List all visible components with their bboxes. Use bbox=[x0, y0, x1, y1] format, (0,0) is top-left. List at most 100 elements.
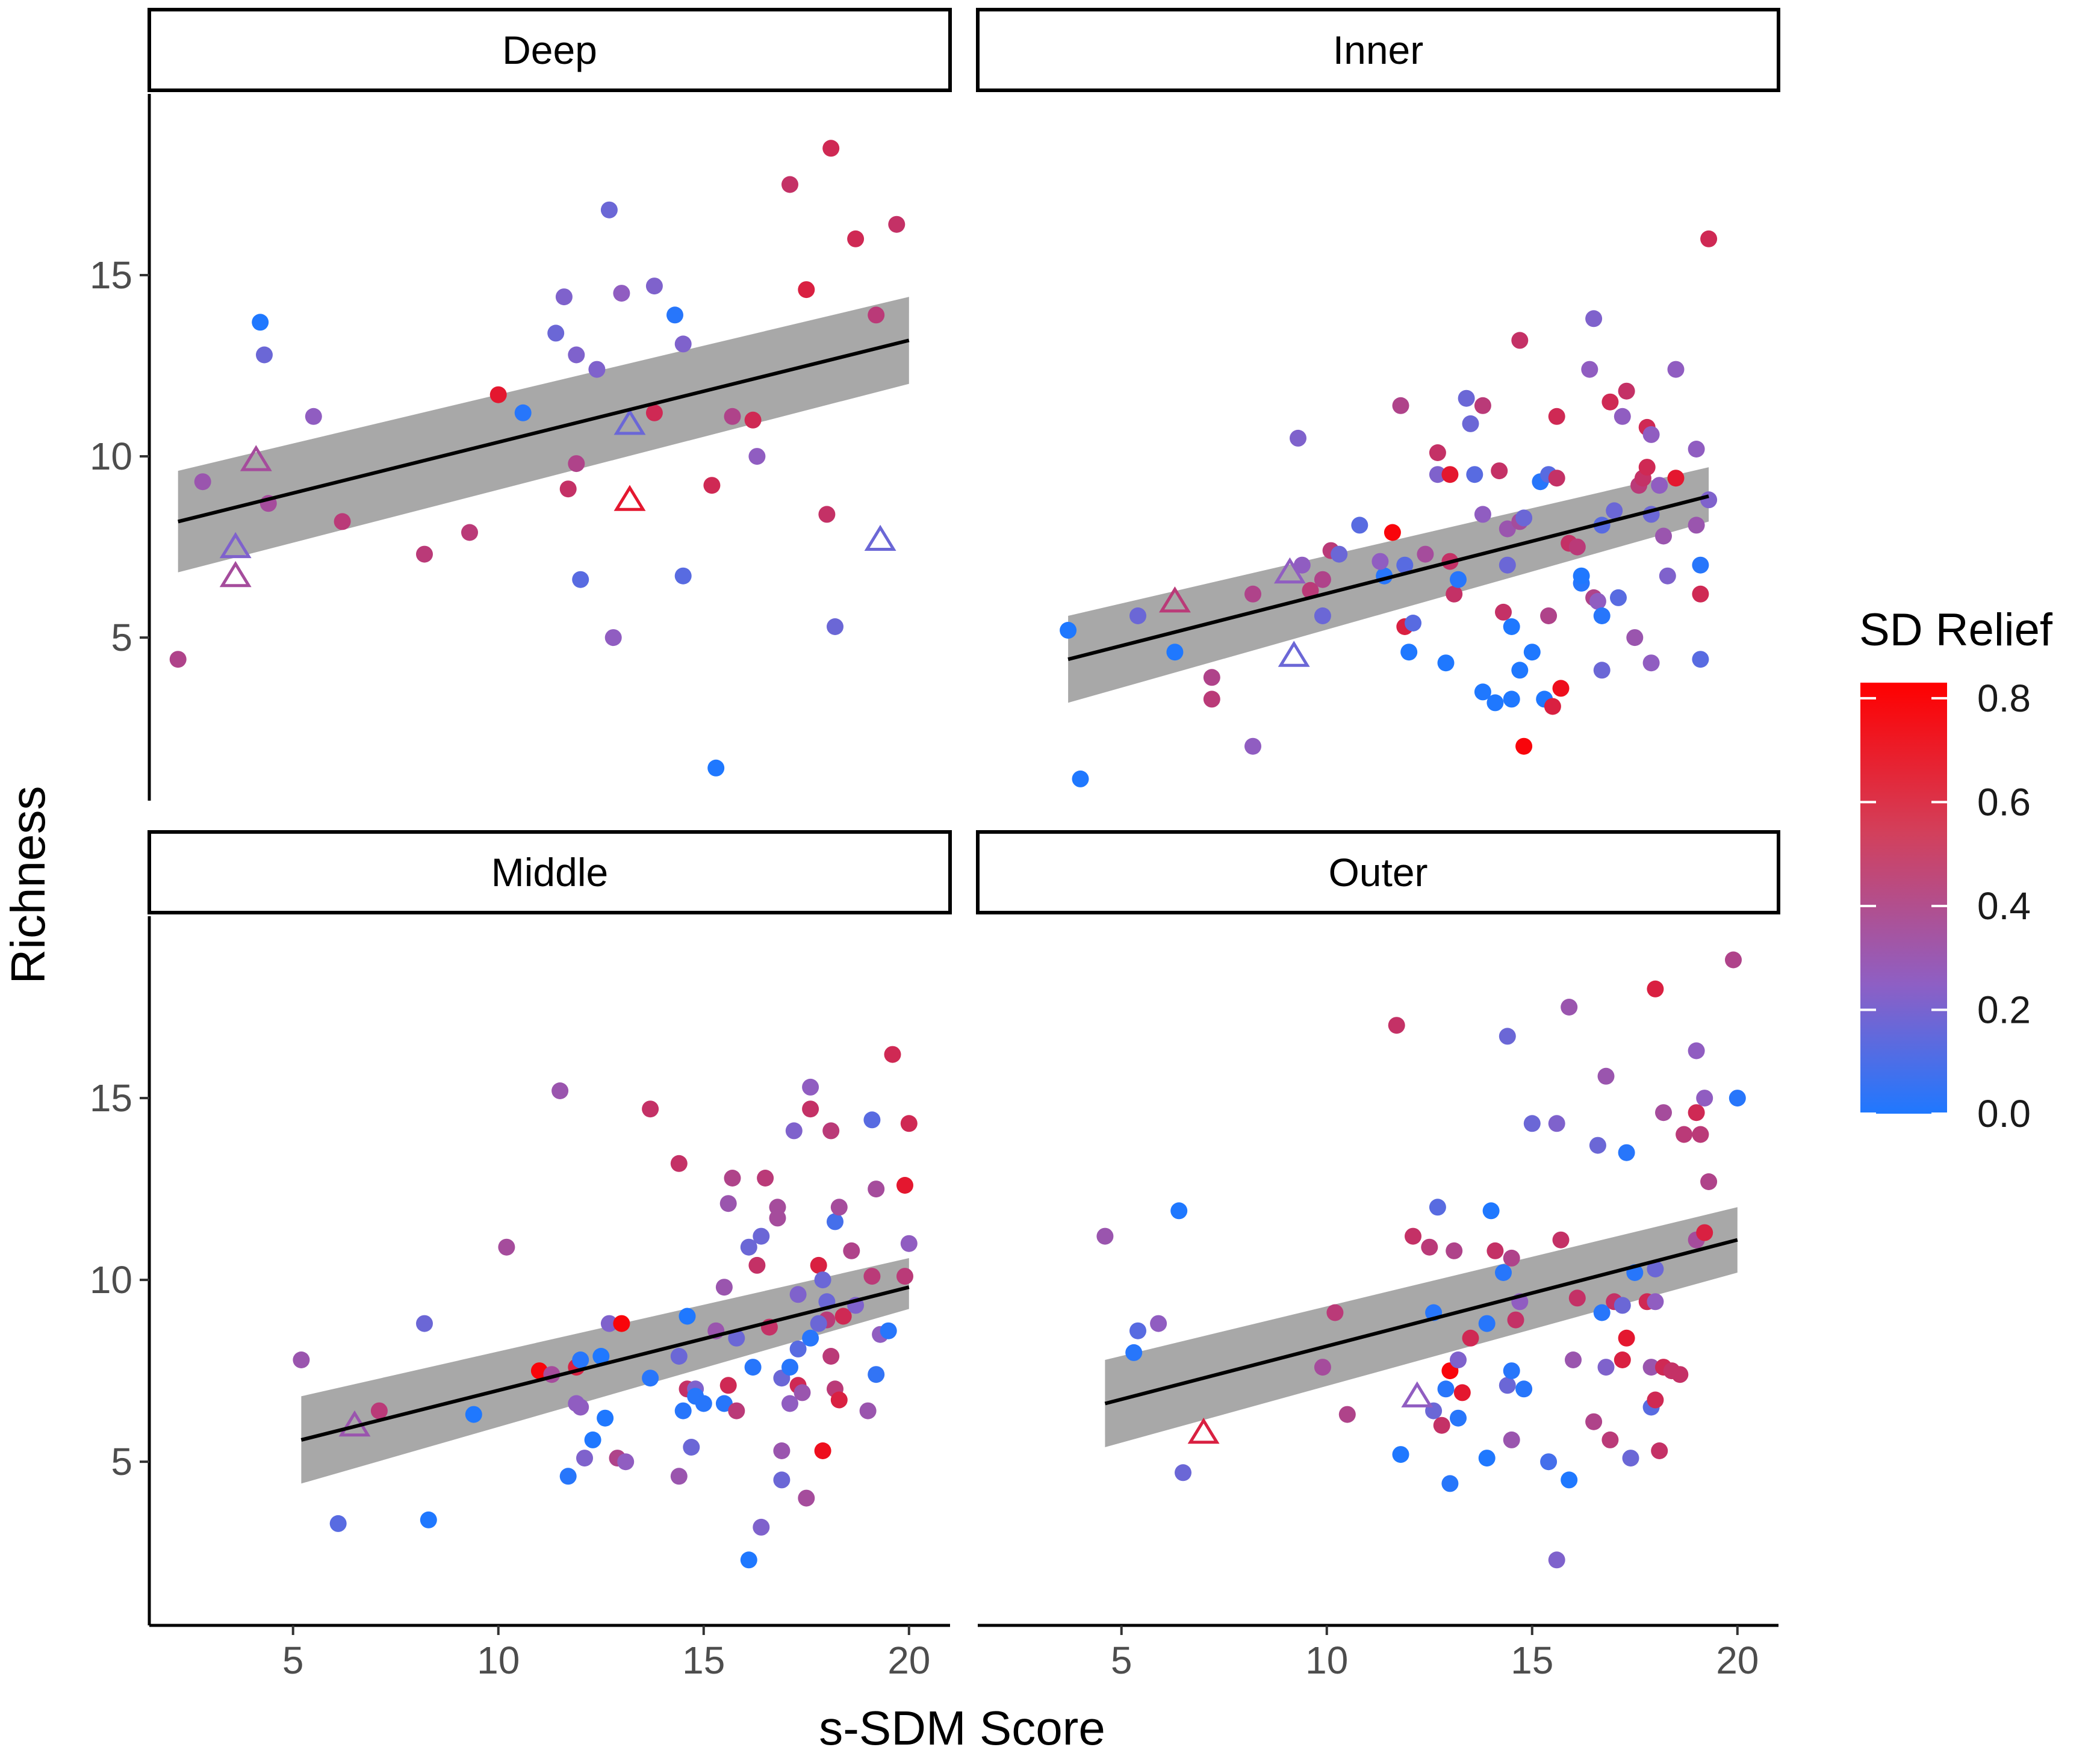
data-point bbox=[1503, 1249, 1520, 1267]
data-point bbox=[1696, 1090, 1713, 1107]
data-point bbox=[896, 1268, 913, 1285]
data-point-triangle bbox=[864, 524, 896, 551]
data-point bbox=[489, 386, 507, 403]
data-point bbox=[896, 1177, 913, 1194]
data-point bbox=[1495, 1264, 1512, 1281]
x-axis-title: s-SDM Score bbox=[819, 1701, 1105, 1753]
data-point bbox=[863, 1111, 881, 1129]
x-tick-label: 10 bbox=[1305, 1639, 1348, 1682]
data-point bbox=[1166, 644, 1184, 661]
data-point bbox=[1421, 1238, 1438, 1256]
data-point bbox=[1667, 361, 1685, 378]
data-point bbox=[1458, 389, 1475, 407]
data-point bbox=[834, 1308, 852, 1325]
data-point-triangle bbox=[219, 532, 252, 559]
data-point bbox=[1314, 571, 1331, 588]
data-point bbox=[1244, 737, 1261, 755]
data-point bbox=[1568, 538, 1586, 556]
y-tick-label: 5 bbox=[111, 1440, 132, 1483]
data-point bbox=[822, 1122, 840, 1140]
data-point bbox=[707, 759, 725, 777]
data-point bbox=[674, 567, 692, 585]
data-point bbox=[830, 1391, 848, 1409]
data-point bbox=[1647, 1293, 1664, 1311]
data-point bbox=[1392, 397, 1409, 414]
data-point bbox=[1614, 1297, 1631, 1314]
data-point bbox=[645, 278, 663, 295]
data-point bbox=[789, 1340, 807, 1357]
data-point bbox=[584, 1431, 601, 1448]
legend-ticks: 0.0 0.2 0.4 0.6 0.8 bbox=[1860, 677, 2031, 1135]
data-point bbox=[1499, 520, 1516, 538]
data-point bbox=[1491, 462, 1508, 480]
data-point bbox=[1700, 230, 1718, 247]
data-point bbox=[719, 1195, 737, 1212]
data-point bbox=[715, 1395, 733, 1412]
data-point bbox=[1495, 603, 1512, 621]
data-point bbox=[420, 1511, 437, 1528]
data-point bbox=[1450, 1409, 1467, 1427]
data-point bbox=[559, 1468, 577, 1485]
data-point-triangle bbox=[614, 409, 646, 435]
data-point bbox=[572, 1398, 589, 1416]
data-point bbox=[1593, 1304, 1611, 1321]
data-point bbox=[794, 1384, 811, 1401]
data-point bbox=[1610, 589, 1627, 606]
data-point bbox=[1474, 397, 1491, 414]
x-tick-label: 15 bbox=[682, 1639, 725, 1682]
data-point bbox=[1642, 1359, 1660, 1376]
data-point bbox=[568, 455, 585, 473]
data-point bbox=[843, 1242, 860, 1259]
data-point bbox=[370, 1402, 388, 1419]
data-point bbox=[604, 629, 622, 647]
data-point bbox=[1433, 1416, 1450, 1434]
y-tick-label: 10 bbox=[90, 435, 132, 478]
data-point bbox=[1096, 1227, 1114, 1245]
data-point bbox=[802, 1100, 819, 1118]
data-point bbox=[600, 201, 618, 219]
data-point bbox=[1396, 556, 1414, 574]
data-point bbox=[810, 1315, 827, 1332]
data-point bbox=[305, 408, 322, 425]
data-point bbox=[1170, 1202, 1188, 1220]
data-point bbox=[1441, 466, 1459, 483]
data-point bbox=[1540, 607, 1558, 624]
data-point bbox=[1372, 553, 1389, 570]
data-point bbox=[1688, 1104, 1705, 1122]
data-point bbox=[1446, 1242, 1463, 1259]
data-point bbox=[798, 1489, 815, 1507]
data-point bbox=[1601, 1431, 1619, 1448]
data-point bbox=[1688, 517, 1705, 534]
data-point bbox=[1614, 1351, 1631, 1368]
data-point bbox=[1388, 1017, 1405, 1034]
data-point bbox=[1552, 680, 1570, 697]
data-point bbox=[1700, 491, 1718, 509]
data-point bbox=[1429, 1199, 1446, 1216]
data-point bbox=[252, 314, 269, 331]
data-point bbox=[1593, 607, 1611, 624]
confidence-ribbon bbox=[301, 1258, 909, 1484]
data-point bbox=[724, 408, 741, 425]
facet-label: Middle bbox=[491, 850, 608, 895]
legend-tick-label: 0.4 bbox=[1977, 884, 2031, 928]
data-point-triangle bbox=[1401, 1381, 1434, 1407]
data-point bbox=[1523, 1115, 1541, 1132]
data-point bbox=[1314, 607, 1331, 624]
data-point bbox=[753, 1518, 770, 1536]
data-point bbox=[1548, 1551, 1565, 1569]
data-point bbox=[1573, 567, 1590, 585]
data-point bbox=[1544, 698, 1561, 715]
data-point bbox=[753, 1227, 770, 1245]
data-point bbox=[744, 1359, 762, 1376]
data-point bbox=[617, 1453, 635, 1471]
data-point bbox=[1499, 1377, 1516, 1394]
facet-label: Deep bbox=[502, 28, 597, 72]
data-point bbox=[1314, 1359, 1331, 1376]
panel-deep: Deep 5 10 15 bbox=[90, 8, 952, 801]
data-point bbox=[822, 1348, 840, 1365]
data-point bbox=[1642, 654, 1660, 672]
data-point bbox=[1405, 1227, 1421, 1245]
data-point bbox=[1565, 1351, 1582, 1368]
data-point bbox=[868, 1366, 885, 1383]
data-point bbox=[884, 1046, 901, 1063]
